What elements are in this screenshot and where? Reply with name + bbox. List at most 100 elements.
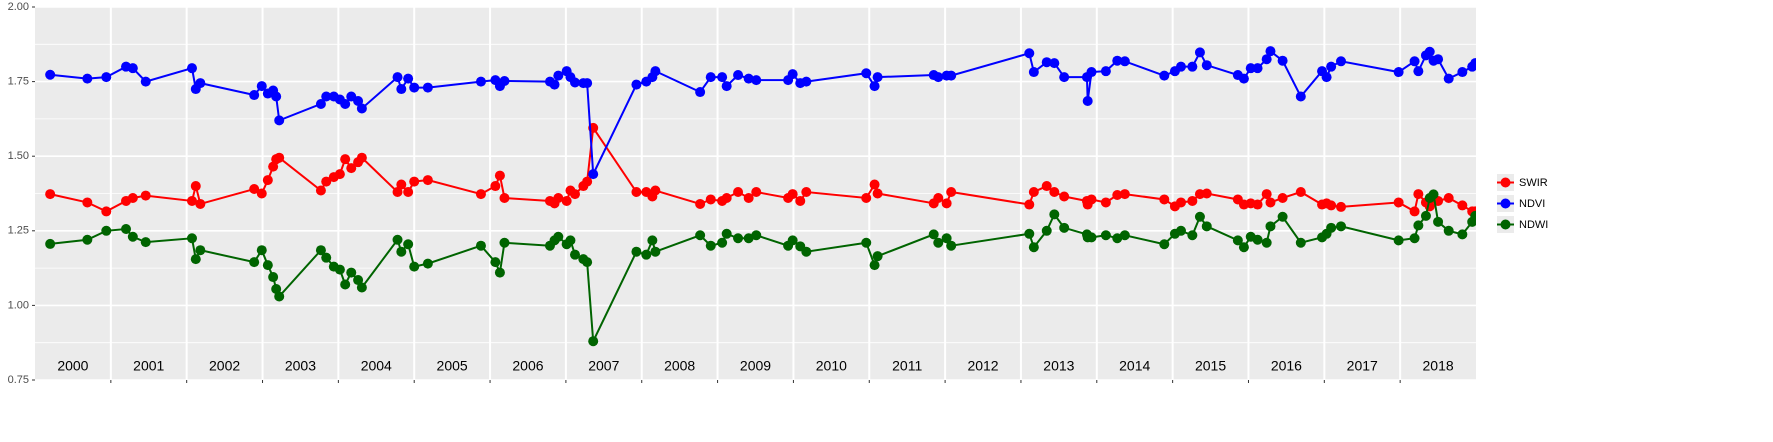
point xyxy=(787,189,798,200)
point xyxy=(787,69,798,80)
point xyxy=(494,170,505,181)
point xyxy=(186,233,197,244)
point xyxy=(801,187,812,198)
point xyxy=(553,192,564,203)
year-label: 2014 xyxy=(1119,358,1150,374)
point xyxy=(721,192,732,203)
point xyxy=(1049,209,1060,220)
point xyxy=(1413,189,1424,200)
point xyxy=(392,187,403,198)
point xyxy=(582,257,593,268)
year-label: 2000 xyxy=(57,358,88,374)
y-tick-label: 0.75 xyxy=(8,374,29,386)
point xyxy=(494,267,505,278)
point xyxy=(561,195,572,206)
year-label: 2018 xyxy=(1423,358,1454,374)
point xyxy=(1049,58,1060,69)
point xyxy=(346,267,357,278)
point xyxy=(1326,200,1337,211)
point xyxy=(195,78,206,89)
point xyxy=(186,195,197,206)
point xyxy=(1100,66,1111,77)
point xyxy=(475,76,486,87)
point xyxy=(186,63,197,74)
point xyxy=(475,240,486,251)
point xyxy=(82,73,93,84)
point xyxy=(256,81,267,92)
point xyxy=(1277,211,1288,222)
point xyxy=(396,84,407,95)
point xyxy=(1194,47,1205,58)
point xyxy=(190,254,201,265)
point xyxy=(340,154,351,165)
point xyxy=(549,79,560,90)
point xyxy=(274,291,285,302)
point xyxy=(869,260,880,271)
point xyxy=(1261,237,1272,248)
point xyxy=(340,98,351,109)
point xyxy=(1277,192,1288,203)
point xyxy=(1295,237,1306,248)
point xyxy=(315,98,326,109)
point xyxy=(403,239,414,250)
point xyxy=(1457,229,1468,240)
point xyxy=(315,185,326,196)
point xyxy=(121,224,132,235)
legend-label: NDWI xyxy=(1519,219,1548,231)
point xyxy=(334,264,345,275)
point xyxy=(396,246,407,257)
point xyxy=(1443,192,1454,203)
legend: SWIR NDVI NDWI xyxy=(1497,174,1548,233)
point xyxy=(392,234,403,245)
point xyxy=(274,115,285,126)
point xyxy=(321,91,332,102)
point xyxy=(1082,95,1093,106)
point xyxy=(1194,211,1205,222)
year-label: 2009 xyxy=(740,358,771,374)
point xyxy=(1409,233,1420,244)
point xyxy=(101,72,112,83)
point xyxy=(1413,220,1424,231)
point xyxy=(946,70,957,81)
point xyxy=(695,87,706,98)
point xyxy=(1470,210,1476,221)
point xyxy=(1059,191,1070,202)
year-label: 2004 xyxy=(361,358,392,374)
point xyxy=(751,187,762,198)
point xyxy=(721,228,732,239)
point xyxy=(82,197,93,208)
point xyxy=(946,240,957,251)
point xyxy=(869,179,880,190)
point xyxy=(941,198,952,209)
y-tick-label: 1.25 xyxy=(8,225,29,237)
point xyxy=(1393,197,1404,208)
point xyxy=(195,245,206,256)
point xyxy=(1457,67,1468,78)
point xyxy=(705,240,716,251)
point xyxy=(403,187,414,198)
point xyxy=(127,231,138,242)
point xyxy=(356,103,367,114)
point xyxy=(1252,234,1263,245)
point xyxy=(1252,63,1263,74)
legend-label: NDVI xyxy=(1519,198,1545,210)
point xyxy=(1024,48,1035,59)
point xyxy=(1232,235,1243,246)
point xyxy=(801,76,812,87)
point xyxy=(1277,55,1288,66)
point xyxy=(743,192,754,203)
point xyxy=(1049,187,1060,198)
point xyxy=(1028,242,1039,253)
point xyxy=(1261,54,1272,65)
point xyxy=(631,246,642,257)
point xyxy=(1326,222,1337,233)
point xyxy=(356,282,367,293)
point xyxy=(1409,206,1420,217)
point xyxy=(409,82,420,93)
point xyxy=(1159,194,1170,205)
point xyxy=(422,175,433,186)
point xyxy=(1433,216,1444,227)
point xyxy=(1028,67,1039,78)
point xyxy=(346,163,357,174)
point xyxy=(647,235,658,246)
